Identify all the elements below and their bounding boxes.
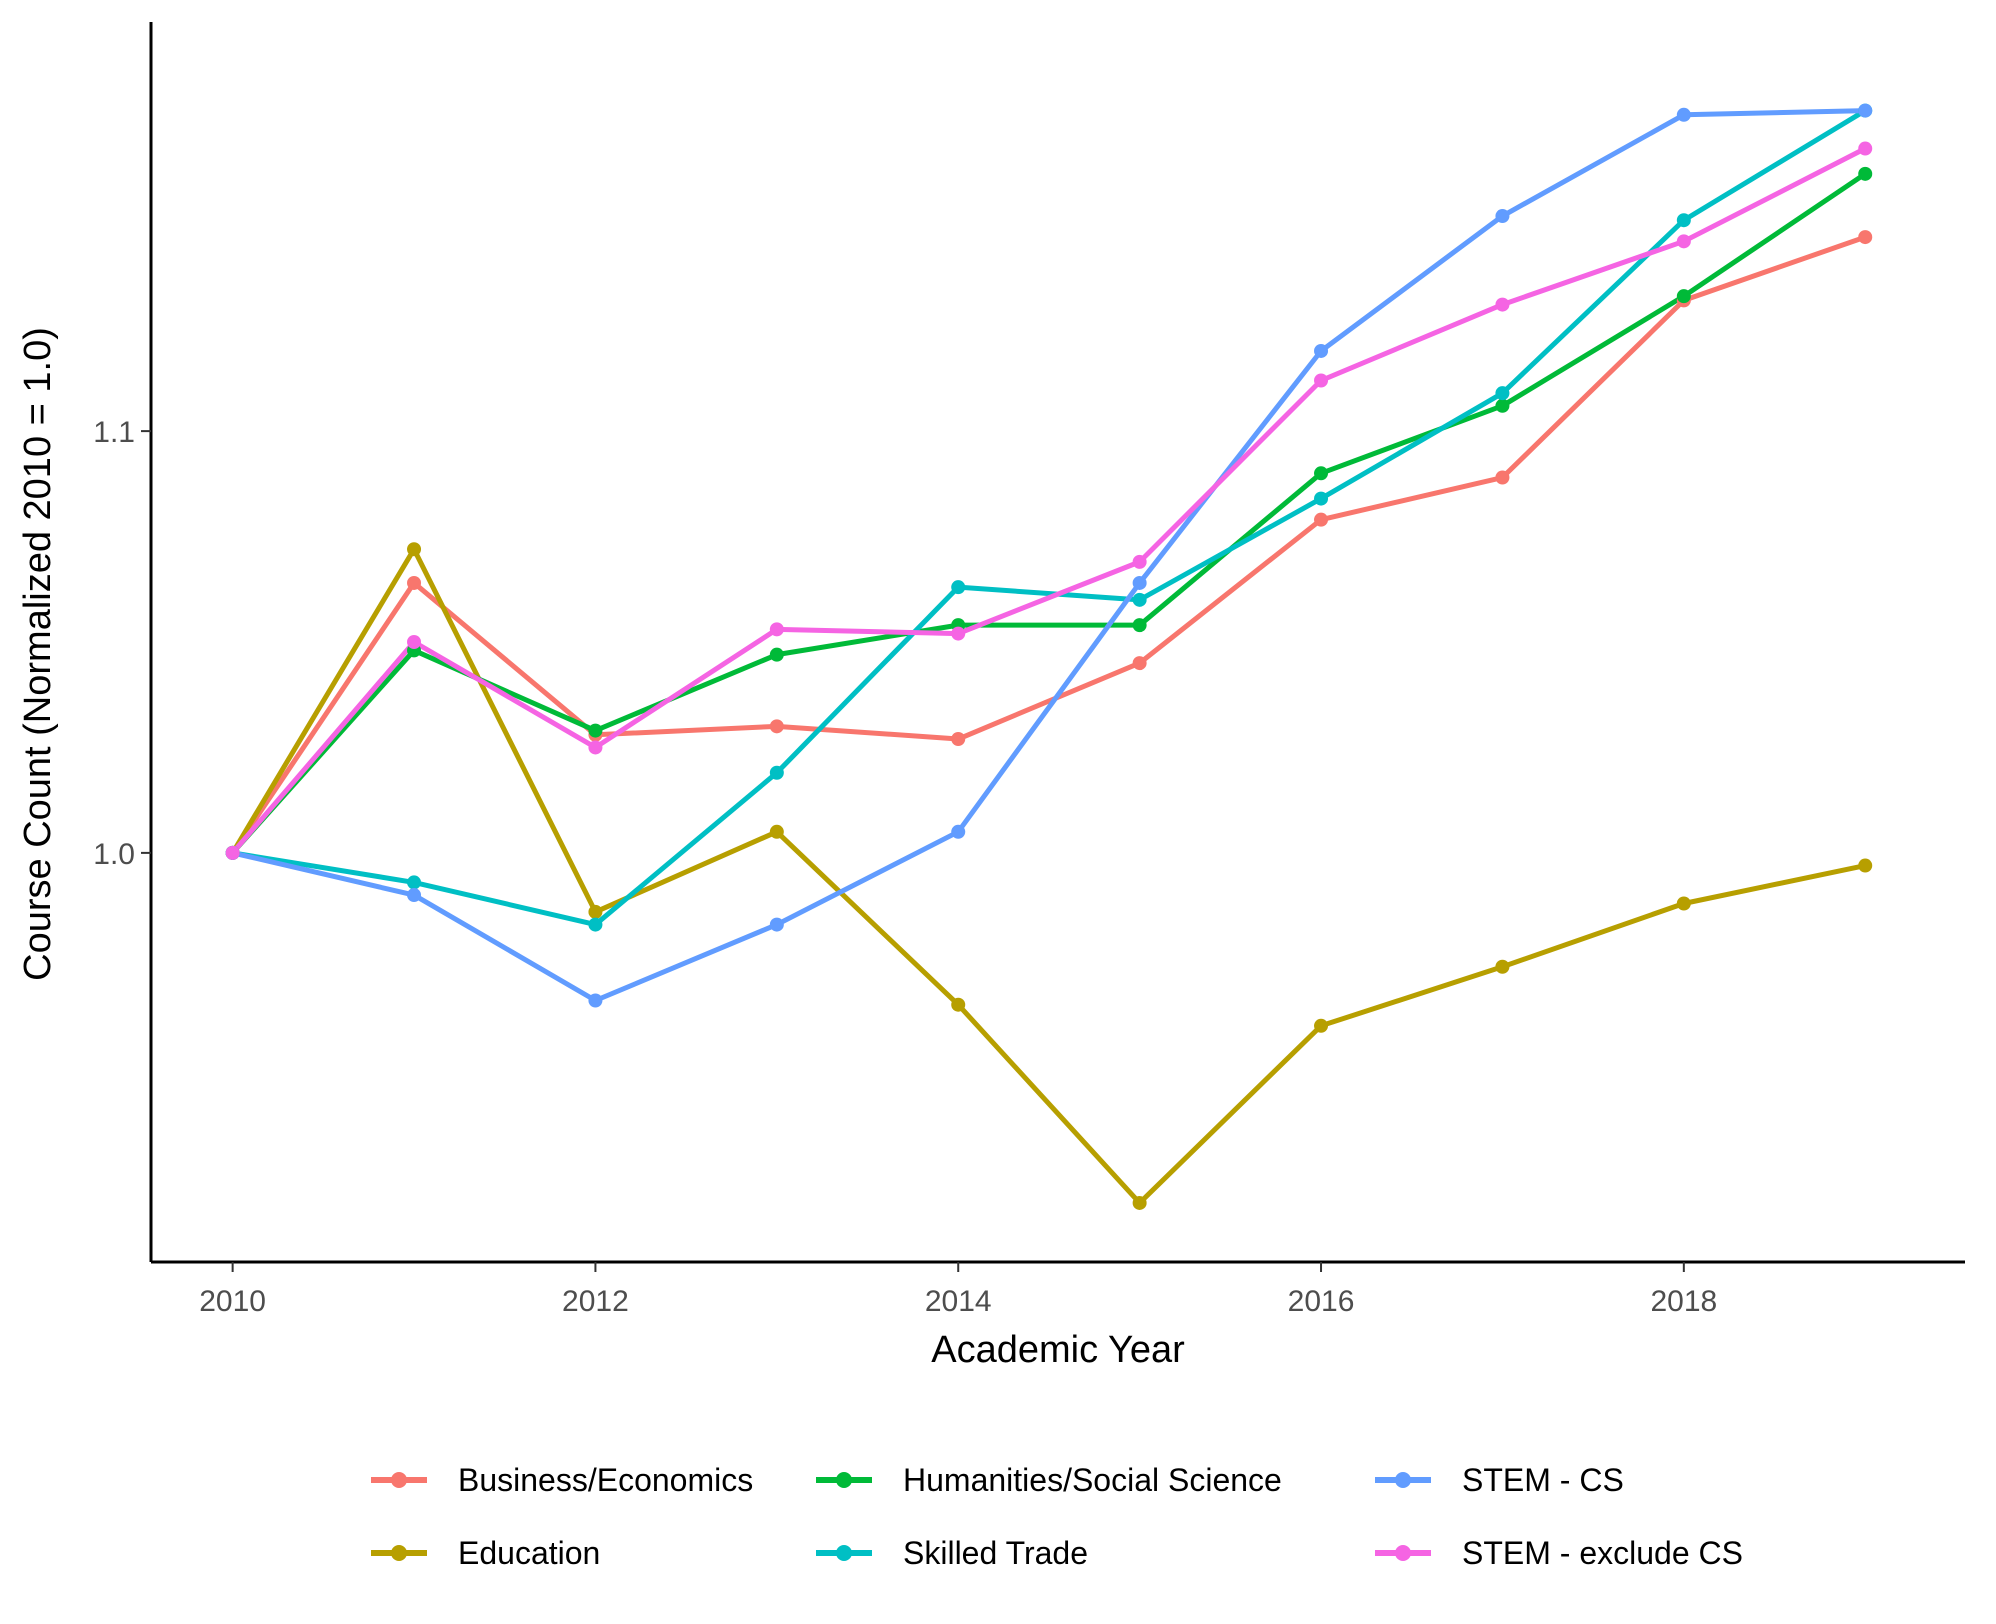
- data-point-stem-cs: [769, 917, 784, 932]
- legend: Business/Economics Education Humanities/So…: [371, 1462, 1743, 1571]
- legend-key-point: [391, 1545, 407, 1561]
- data-point-skilled-trade: [1314, 491, 1329, 506]
- data-point-humanities-social-science: [588, 723, 603, 738]
- data-point-stem-cs: [407, 888, 422, 903]
- data-point-stem-cs: [1676, 107, 1691, 122]
- data-point-business-economics: [1495, 470, 1510, 485]
- data-point-business-economics: [1314, 512, 1329, 527]
- data-point-stem-cs: [1132, 575, 1147, 590]
- legend-item-education: Education: [371, 1535, 600, 1571]
- data-point-stem-exclude-cs: [1132, 554, 1147, 569]
- data-point-stem-exclude-cs: [407, 635, 422, 649]
- x-axis-title: Academic Year: [931, 1329, 1185, 1371]
- legend-item-business-economics: Business/Economics: [371, 1462, 753, 1498]
- legend-key-point: [1395, 1472, 1411, 1488]
- y-tick-label: 1.0: [93, 838, 135, 871]
- data-point-stem-exclude-cs: [225, 845, 240, 860]
- data-point-stem-cs: [951, 824, 966, 839]
- legend-key-point: [1395, 1545, 1411, 1561]
- data-point-stem-exclude-cs: [1314, 373, 1329, 388]
- data-point-stem-exclude-cs: [951, 626, 966, 641]
- data-point-stem-exclude-cs: [1495, 297, 1510, 312]
- data-point-humanities-social-science: [1676, 289, 1691, 304]
- data-point-humanities-social-science: [1132, 618, 1147, 633]
- legend-item-stem-exclude-cs: STEM - exclude CS: [1375, 1535, 1743, 1571]
- data-point-stem-exclude-cs: [1676, 234, 1691, 249]
- data-point-humanities-social-science: [769, 647, 784, 662]
- data-point-education: [1132, 1195, 1147, 1210]
- y-tick-label: 1.1: [93, 416, 135, 449]
- series-line-skilled-trade: [232, 108, 1867, 928]
- data-point-skilled-trade: [951, 580, 966, 595]
- legend-label: STEM - exclude CS: [1462, 1535, 1743, 1571]
- data-point-business-economics: [951, 732, 966, 747]
- data-point-education: [769, 824, 784, 839]
- data-point-education: [1495, 959, 1510, 974]
- data-point-skilled-trade: [1676, 213, 1691, 228]
- x-tick-label: 2010: [199, 1285, 266, 1318]
- x-tick-label: 2012: [562, 1285, 629, 1318]
- data-point-humanities-social-science: [1858, 166, 1873, 181]
- data-point-stem-exclude-cs: [1858, 141, 1873, 156]
- data-point-skilled-trade: [1132, 592, 1147, 607]
- data-point-humanities-social-science: [1495, 398, 1510, 413]
- data-point-skilled-trade: [407, 875, 422, 890]
- series-points: [225, 103, 1873, 1210]
- data-point-business-economics: [407, 575, 422, 590]
- y-axis-ticks: 1.0 1.1: [93, 416, 151, 871]
- data-point-stem-cs: [1314, 343, 1329, 358]
- data-point-skilled-trade: [588, 917, 603, 932]
- data-point-stem-exclude-cs: [588, 740, 603, 755]
- data-point-education: [588, 904, 603, 919]
- legend-item-humanities-social-science: Humanities/Social Science: [816, 1462, 1282, 1498]
- series-line-stem-cs: [232, 108, 1866, 1004]
- data-point-education: [951, 997, 966, 1012]
- series-lines: [230, 108, 1867, 1206]
- legend-item-skilled-trade: Skilled Trade: [816, 1535, 1088, 1571]
- legend-key-point: [391, 1472, 407, 1488]
- data-point-stem-cs: [588, 993, 603, 1008]
- y-axis-title: Course Count (Normalized 2010 = 1.0): [17, 327, 59, 981]
- legend-label: Business/Economics: [458, 1462, 753, 1498]
- legend-key-point: [836, 1472, 852, 1488]
- data-point-stem-exclude-cs: [769, 622, 784, 637]
- data-point-education: [407, 542, 422, 557]
- data-point-business-economics: [1858, 230, 1873, 245]
- data-point-business-economics: [769, 719, 784, 734]
- legend-label: Humanities/Social Science: [903, 1462, 1282, 1498]
- data-point-business-economics: [1132, 656, 1147, 671]
- legend-label: Education: [458, 1535, 600, 1571]
- data-point-stem-cs: [1858, 103, 1873, 118]
- data-point-humanities-social-science: [1314, 466, 1329, 481]
- x-tick-label: 2016: [1288, 1285, 1355, 1318]
- series-line-stem-exclude-cs: [230, 146, 1867, 855]
- series-line-humanities-social-science: [230, 171, 1867, 855]
- legend-label: STEM - CS: [1462, 1462, 1624, 1498]
- x-axis-ticks: 2010 2012 2014 2016 2018: [199, 1262, 1717, 1318]
- data-point-skilled-trade: [1495, 386, 1510, 401]
- series-line-business-economics: [230, 234, 1867, 855]
- series-line-education: [230, 546, 1866, 1206]
- legend-label: Skilled Trade: [903, 1535, 1088, 1571]
- data-point-education: [1858, 858, 1873, 873]
- x-tick-label: 2018: [1650, 1285, 1717, 1318]
- data-point-education: [1676, 896, 1691, 911]
- x-tick-label: 2014: [925, 1285, 992, 1318]
- legend-key-point: [836, 1545, 852, 1561]
- data-point-skilled-trade: [769, 765, 784, 780]
- legend-item-stem-cs: STEM - CS: [1375, 1462, 1624, 1498]
- data-point-stem-cs: [1495, 209, 1510, 224]
- data-point-education: [1314, 1018, 1329, 1033]
